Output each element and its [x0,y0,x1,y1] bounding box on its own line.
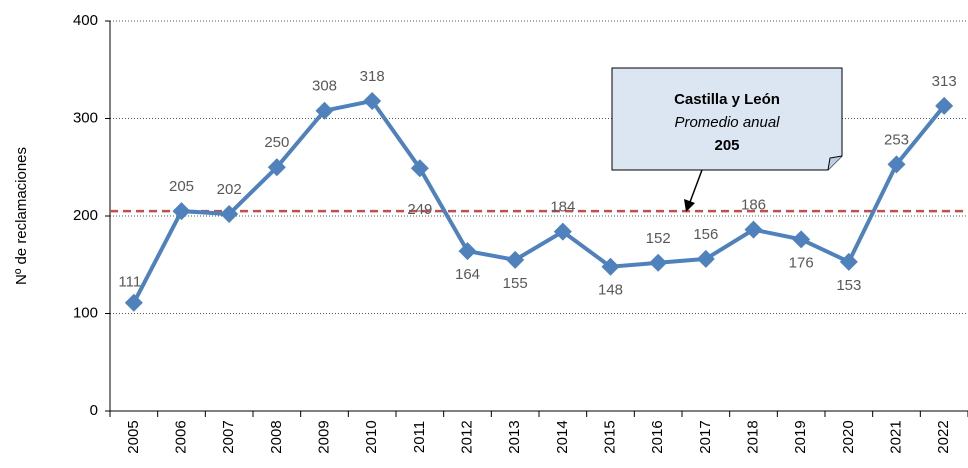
data-point [267,158,286,177]
data-point [601,257,620,276]
data-label: 253 [884,131,909,148]
data-point [410,159,429,178]
data-label: 148 [598,282,623,299]
data-point [172,202,191,221]
data-label: 176 [789,254,814,271]
data-point [649,253,668,272]
x-tick-label: 2014 [554,420,571,453]
annotation-value: 205 [714,137,739,154]
data-point [744,220,763,239]
y-tick-label: 300 [73,109,98,126]
y-axis-label: Nº de reclamaciones [13,147,30,285]
data-label: 153 [836,277,861,294]
x-tick-label: 2005 [125,420,142,453]
x-tick-label: 2008 [268,420,285,453]
x-tick-label: 2006 [172,420,189,453]
x-tick-label: 2017 [697,420,714,453]
data-point [363,91,382,110]
data-label: 308 [312,78,337,95]
data-line [132,98,946,304]
x-tick-label: 2012 [458,420,475,453]
data-point [935,96,954,115]
data-point [315,101,334,120]
annotation-arrowhead [684,199,695,212]
x-tick-label: 2009 [315,420,332,453]
annotation-arrow [689,169,703,203]
data-label: 318 [360,68,385,85]
data-label: 111 [118,274,141,291]
x-tick-label: 2010 [363,420,380,453]
x-tick-label: 2016 [649,420,666,453]
data-label: 205 [169,178,194,195]
data-point [839,252,858,271]
x-tick-label: 2013 [506,420,523,453]
x-tick-label: 2015 [601,420,618,453]
data-label: 250 [264,134,289,151]
annotation-title: Castilla y León [674,91,780,108]
y-tick-label: 400 [73,12,98,29]
data-label: 184 [550,199,575,216]
data-label: 152 [646,230,671,247]
data-label: 313 [932,73,957,90]
data-point [458,242,477,261]
annotation-subtitle: Promedio anual [674,114,780,131]
x-tick-label: 2018 [744,420,761,453]
y-tick-label: 100 [73,304,98,321]
annotation: Castilla y León Promedio anual 205 [611,67,843,212]
y-tick-label: 0 [90,402,98,419]
data-point [792,230,811,249]
x-tick-label: 2011 [411,421,428,453]
data-label: 186 [741,197,766,214]
x-tick-label: 2020 [840,420,857,453]
data-label: 249 [407,201,432,218]
y-tick-label: 200 [73,207,98,224]
data-point [696,249,715,268]
data-label: 156 [693,226,718,243]
data-point [887,155,906,174]
data-label: 164 [455,266,480,283]
data-point [220,205,239,224]
annotation-fold [827,155,843,171]
data-point [124,293,143,312]
data-point [506,250,525,269]
data-label: 155 [503,275,528,292]
x-tick-label: 2019 [792,420,809,453]
data-label: 202 [217,181,242,198]
x-tick-label: 2021 [887,420,904,453]
x-tick-label: 2022 [935,420,952,453]
x-tick-label: 2007 [220,420,237,453]
data-point [553,222,572,241]
